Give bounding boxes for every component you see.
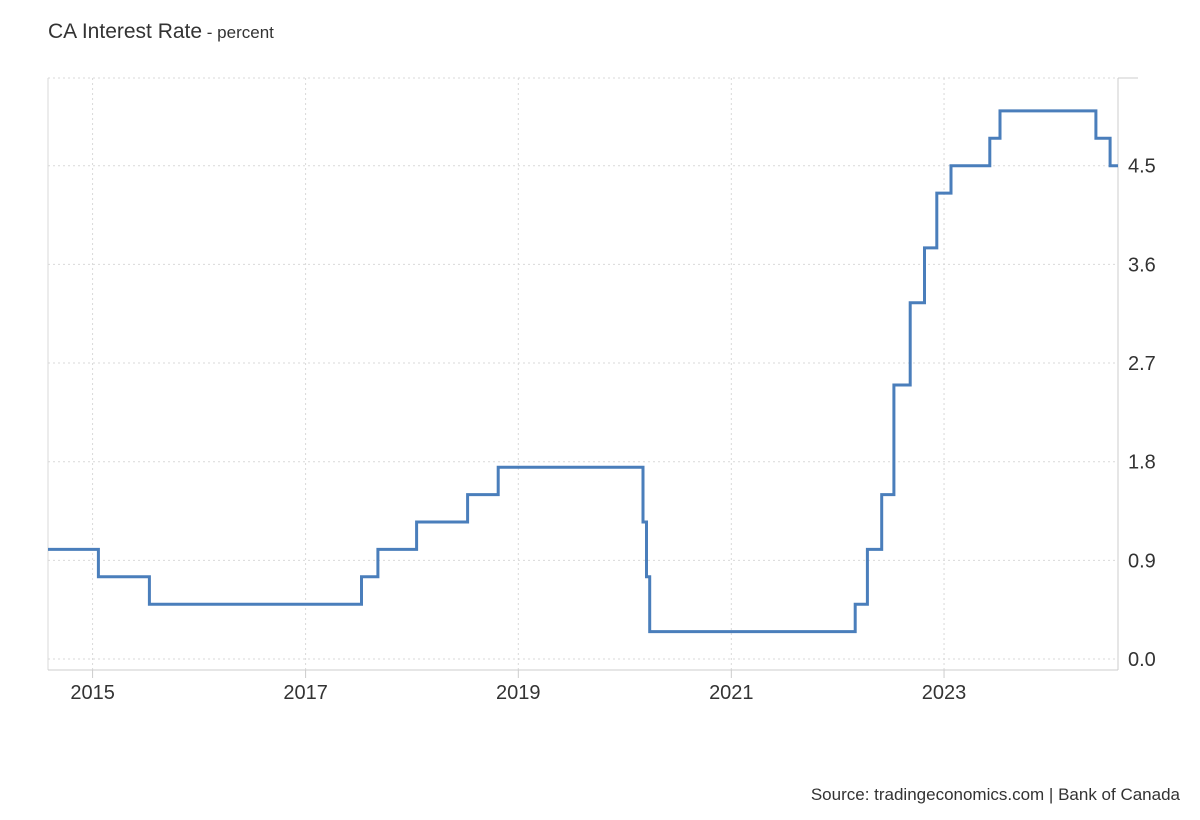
x-tick-label: 2023 bbox=[922, 682, 967, 704]
x-tick-label: 2015 bbox=[70, 682, 115, 704]
y-tick-label: 2.7 bbox=[1128, 353, 1156, 375]
y-tick-label: 3.6 bbox=[1128, 254, 1156, 276]
y-tick-label: 4.5 bbox=[1128, 156, 1156, 178]
chart-title-text: CA Interest Rate bbox=[48, 20, 203, 43]
source-note: Source: tradingeconomics.com | Bank of C… bbox=[810, 785, 1180, 804]
y-tick-label: 1.8 bbox=[1128, 452, 1156, 474]
x-tick-label: 2019 bbox=[496, 682, 541, 704]
series-line-interest-rate bbox=[48, 109, 1118, 634]
x-tick-label: 2021 bbox=[709, 682, 754, 704]
x-axis-ticks: 2015 2017 2019 2021 2023 bbox=[70, 670, 966, 704]
grid-lines bbox=[48, 77, 1118, 670]
x-tick-label: 2017 bbox=[283, 682, 328, 704]
chart-title: CA Interest Rate - percent bbox=[48, 20, 274, 44]
y-tick-label: 0.0 bbox=[1128, 649, 1156, 671]
chart-axes bbox=[47, 77, 1138, 671]
y-axis-ticks: 0.0 0.9 1.8 2.7 3.6 4.5 bbox=[1128, 156, 1156, 671]
chart-unit: - percent bbox=[202, 23, 274, 42]
series-layer bbox=[48, 109, 1118, 634]
y-tick-label: 0.9 bbox=[1128, 550, 1156, 572]
